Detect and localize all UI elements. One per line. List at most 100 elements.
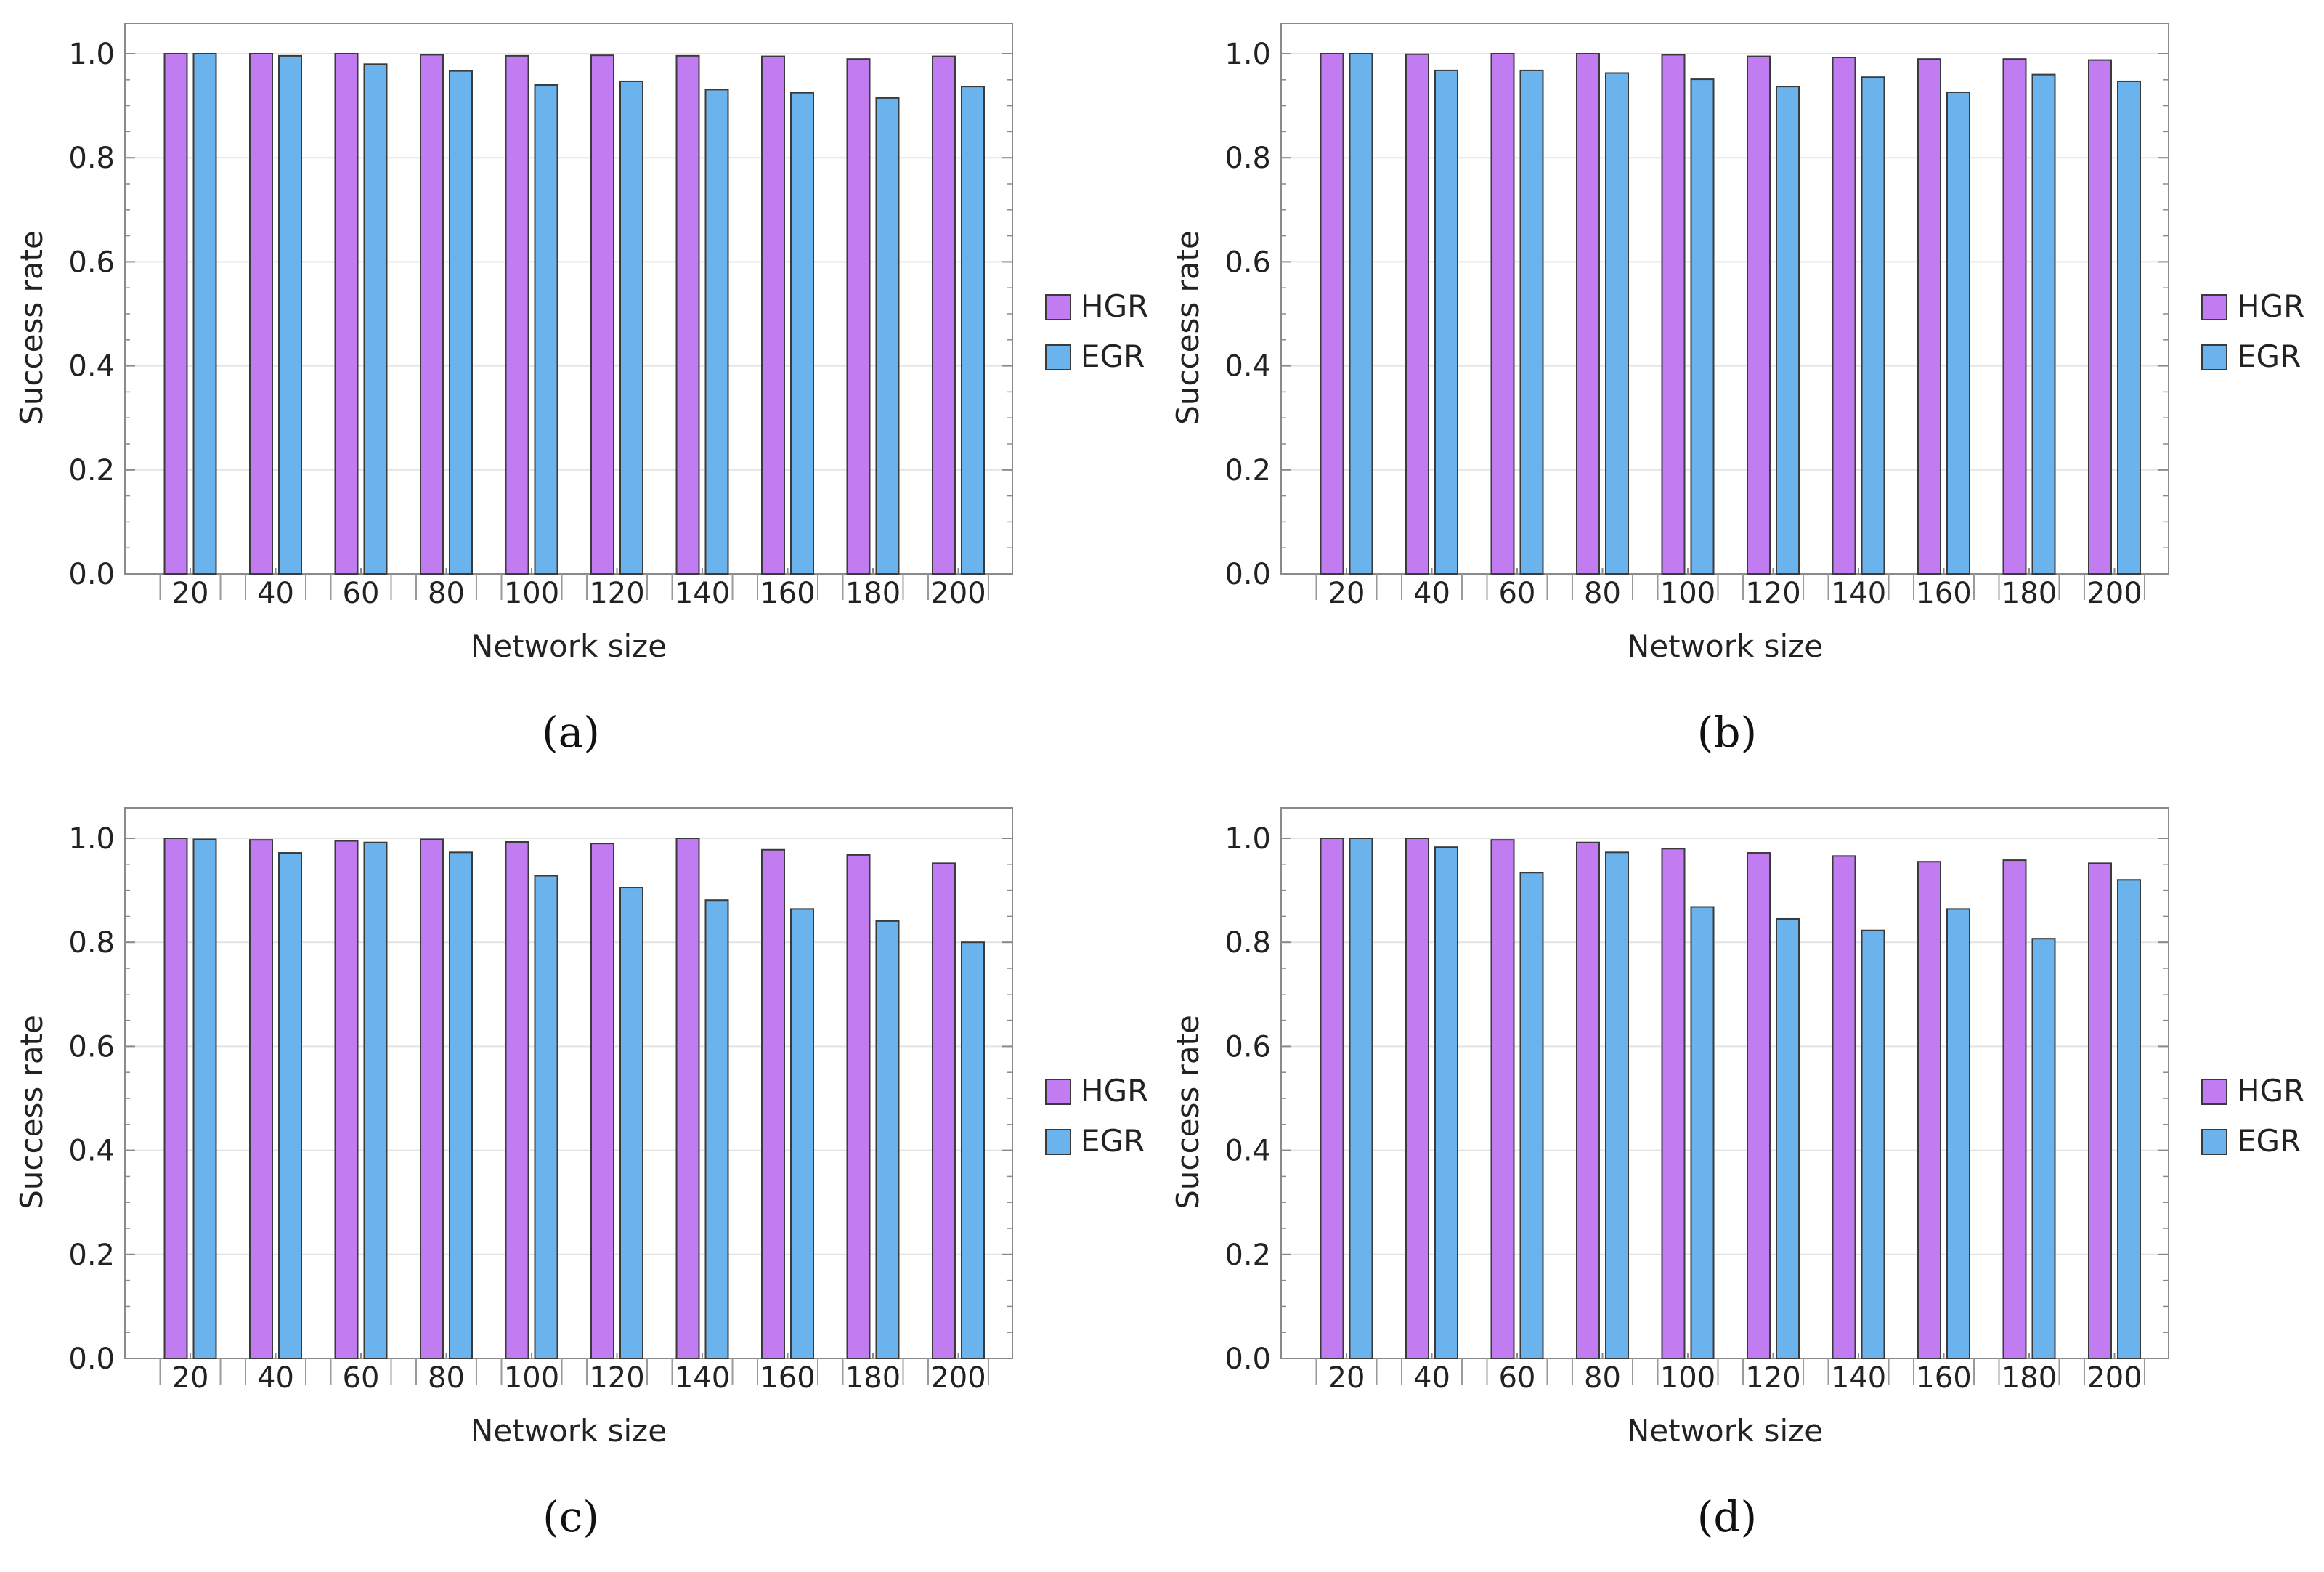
y-tick-label: 0.0 (68, 1342, 115, 1376)
legend-swatch-hgr (1045, 294, 1071, 320)
x-tick-label: 100 (504, 577, 559, 610)
bar-egr-140 (704, 89, 729, 575)
bar-hgr-60 (334, 840, 359, 1359)
bar-hgr-200 (932, 55, 956, 575)
y-tick-label: 0.2 (68, 1239, 115, 1272)
x-tick-label: 80 (1584, 1361, 1621, 1395)
bar-egr-120 (1776, 917, 1800, 1360)
bar-hgr-160 (1917, 861, 1941, 1360)
y-tick-label: 0.6 (1224, 246, 1271, 279)
y-tick-label: 0.4 (68, 350, 115, 384)
x-tick-label: 120 (1745, 577, 1800, 610)
legend-label-hgr: HGR (1081, 288, 1148, 324)
bar-egr-100 (1690, 906, 1715, 1359)
bar-egr-40 (1434, 69, 1458, 575)
bar-hgr-60 (1490, 53, 1515, 575)
bar-hgr-100 (505, 54, 529, 575)
y-tick-label: 0.0 (1224, 1342, 1271, 1376)
bar-hgr-120 (1747, 852, 1771, 1360)
bar-egr-140 (1861, 929, 1885, 1359)
bar-hgr-200 (2088, 862, 2112, 1360)
x-tick-label: 100 (504, 1361, 559, 1395)
x-tick-label: 60 (1499, 1361, 1536, 1395)
bar-hgr-40 (1405, 838, 1429, 1359)
legend-swatch-egr (2201, 1129, 2227, 1155)
y-tick-label: 0.2 (1224, 454, 1271, 487)
x-tick-label: 60 (343, 577, 380, 610)
y-tick-label: 0.6 (1224, 1030, 1271, 1063)
y-axis-label: Success rate (14, 1015, 49, 1210)
legend-swatch-egr (2201, 344, 2227, 370)
y-tick-label: 0.8 (1224, 926, 1271, 960)
x-tick-label: 200 (2087, 1361, 2142, 1395)
bar-egr-20 (192, 53, 217, 575)
bar-hgr-180 (846, 58, 871, 575)
y-axis-label: Success rate (1170, 1015, 1206, 1210)
bar-egr-140 (704, 899, 729, 1360)
panel-caption: (d) (1697, 1492, 1757, 1541)
bar-hgr-60 (1490, 839, 1515, 1359)
bar-hgr-40 (1405, 53, 1429, 575)
bar-egr-60 (363, 841, 388, 1359)
x-tick-label: 40 (257, 1361, 294, 1395)
bar-egr-200 (961, 941, 985, 1359)
y-tick-label: 0.2 (68, 454, 115, 487)
bar-hgr-20 (1320, 53, 1344, 575)
bar-hgr-140 (675, 838, 700, 1359)
bar-egr-120 (619, 887, 643, 1359)
x-tick-label: 180 (2002, 577, 2057, 610)
bar-hgr-140 (675, 54, 700, 575)
bar-egr-40 (1434, 846, 1458, 1359)
bar-egr-20 (1349, 838, 1373, 1359)
x-tick-label: 40 (1413, 577, 1450, 610)
bar-hgr-200 (932, 862, 956, 1360)
x-tick-label: 140 (1831, 1361, 1886, 1395)
legend-swatch-hgr (1045, 1079, 1071, 1105)
chart-panel-d: 0.0 0.2 0.4 0.6 0.8 1.0 20 40 60 80 100 120 140 160 18… (1170, 807, 2304, 1541)
bar-egr-100 (534, 84, 558, 575)
x-tick-label: 20 (1328, 577, 1365, 610)
x-tick-label: 120 (589, 1361, 644, 1395)
x-axis-label: Network size (1627, 628, 1823, 664)
x-tick-label: 160 (760, 577, 815, 610)
panel-caption: (c) (543, 1492, 599, 1541)
x-tick-label: 140 (675, 577, 730, 610)
bar-hgr-140 (1832, 855, 1856, 1360)
bar-hgr-20 (1320, 838, 1344, 1359)
bar-egr-80 (449, 851, 473, 1360)
bar-egr-160 (790, 908, 814, 1360)
bar-hgr-100 (505, 841, 529, 1359)
x-tick-label: 160 (1916, 1361, 1971, 1395)
x-tick-label: 20 (172, 1361, 209, 1395)
bar-egr-120 (619, 80, 643, 575)
y-tick-label: 1.0 (1224, 38, 1271, 71)
y-tick-label: 0.0 (1224, 558, 1271, 591)
bar-egr-40 (278, 852, 302, 1360)
bar-hgr-180 (846, 854, 871, 1360)
y-tick-label: 0.0 (68, 558, 115, 591)
bar-egr-60 (1519, 69, 1544, 575)
bar-egr-20 (1349, 53, 1373, 575)
bar-hgr-180 (2002, 58, 2027, 575)
x-tick-label: 120 (589, 577, 644, 610)
bar-egr-180 (2031, 938, 2056, 1360)
legend-label-egr: EGR (2237, 339, 2301, 374)
x-tick-label: 200 (930, 1361, 986, 1395)
bar-egr-200 (961, 86, 985, 575)
x-tick-label: 180 (845, 1361, 901, 1395)
bar-egr-180 (2031, 73, 2056, 575)
bar-egr-80 (449, 70, 473, 575)
bar-hgr-80 (1576, 53, 1600, 575)
legend-swatch-hgr (2201, 1079, 2227, 1105)
y-tick-label: 0.4 (1224, 350, 1271, 384)
x-tick-label: 80 (1584, 577, 1621, 610)
bar-egr-100 (1690, 78, 1715, 575)
bar-hgr-120 (1747, 55, 1771, 575)
bar-egr-160 (1946, 91, 1970, 575)
legend-swatch-egr (1045, 1129, 1071, 1155)
y-tick-label: 0.8 (68, 926, 115, 960)
bar-egr-180 (875, 97, 900, 575)
x-tick-label: 60 (343, 1361, 380, 1395)
legend-swatch-hgr (2201, 294, 2227, 320)
